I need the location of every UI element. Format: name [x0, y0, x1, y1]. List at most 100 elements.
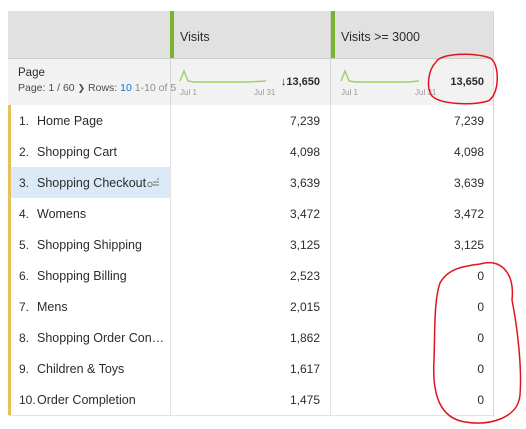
table-row[interactable]: 5. Shopping Shipping 3,125 3,125 [8, 229, 494, 261]
row-accent-bar [8, 291, 11, 322]
sparkline-start-label: Jul 1 [180, 88, 197, 97]
row-index: 5. [19, 238, 30, 252]
row-item-name[interactable]: Womens [37, 207, 87, 221]
row-item-name[interactable]: Shopping Checkout [37, 176, 147, 190]
sparkline [179, 69, 266, 83]
visits-segment-cell: 0 [331, 353, 494, 384]
row-item-name[interactable]: Home Page [37, 114, 104, 128]
cell-value: 3,639 [289, 176, 320, 190]
sparkline-end-label: Jul 31 [415, 88, 437, 97]
visits-segment-summary-cell: Jul 1 Jul 31 13,650 [331, 59, 494, 105]
row-item-name[interactable]: Children & Toys [37, 362, 125, 376]
cell-value: 4,098 [289, 145, 320, 159]
row-index: 7. [19, 300, 30, 314]
table-row[interactable]: 10. Order Completion 1,475 0 [8, 384, 494, 416]
row-item-name[interactable]: Shopping Order Con… [37, 331, 165, 345]
rows-per-page-select[interactable]: 10 [120, 82, 132, 94]
range-text: 1-10 of 5 [134, 82, 177, 94]
metric-header-visits-segment[interactable]: Visits >= 3000 [331, 11, 494, 58]
cell-value: 0 [477, 331, 484, 345]
metric-total: ↓13,650 [280, 76, 320, 88]
dimension-summary-cell: Page Page: 1 / 60 ❯ Rows: 10 1-10 of 5 [8, 59, 176, 105]
visits-cell: 2,523 [170, 260, 331, 291]
row-dimension-cell[interactable]: 9. Children & Toys [8, 353, 171, 384]
row-dimension-cell[interactable]: 3. Shopping Checkout [8, 167, 171, 198]
visits-cell: 1,475 [170, 384, 331, 415]
row-dimension-cell[interactable]: 7. Mens [8, 291, 171, 322]
table-row[interactable]: 2. Shopping Cart 4,098 4,098 [8, 136, 494, 168]
row-accent-bar [8, 260, 11, 291]
metric-color-bar [170, 11, 174, 58]
table-row[interactable]: 1. Home Page 7,239 7,239 [8, 105, 494, 137]
row-dimension-cell[interactable]: 4. Womens [8, 198, 171, 229]
visits-cell: 2,015 [170, 291, 331, 322]
row-dimension-cell[interactable]: 8. Shopping Order Con… [8, 322, 171, 353]
row-index: 6. [19, 269, 30, 283]
table-row[interactable]: 9. Children & Toys 1,617 0 [8, 353, 494, 385]
metric-header-label: Visits [180, 30, 210, 44]
row-item-name[interactable]: Shopping Shipping [37, 238, 142, 252]
cell-value: 0 [477, 300, 484, 314]
cell-value: 0 [477, 269, 484, 283]
row-item-name[interactable]: Shopping Billing [37, 269, 127, 283]
metric-header-label: Visits >= 3000 [341, 30, 420, 44]
table-row[interactable]: 8. Shopping Order Con… 1,862 0 [8, 322, 494, 354]
row-dimension-cell[interactable]: 2. Shopping Cart [8, 136, 171, 167]
visits-segment-cell: 3,472 [331, 198, 494, 229]
table-row[interactable]: 4. Womens 3,472 3,472 [8, 198, 494, 230]
table-row[interactable]: 7. Mens 2,015 0 [8, 291, 494, 323]
visits-cell: 3,125 [170, 229, 331, 260]
row-dimension-cell[interactable]: 1. Home Page [8, 105, 171, 136]
sparkline-start-label: Jul 1 [341, 88, 358, 97]
cell-value: 1,617 [289, 362, 320, 376]
visits-segment-cell: 0 [331, 291, 494, 322]
row-accent-bar [8, 167, 11, 198]
visits-cell: 1,862 [170, 322, 331, 353]
cell-value: 1,475 [289, 393, 320, 407]
cell-value: 2,523 [289, 269, 320, 283]
visits-segment-cell: 0 [331, 322, 494, 353]
freeform-table: Visits Visits >= 3000 Page Page: 1 / 60 … [8, 11, 494, 417]
row-accent-bar [8, 136, 11, 167]
dimension-header-cell[interactable] [8, 11, 171, 58]
rows-label: Rows: [88, 82, 118, 94]
row-index: 3. [19, 176, 30, 190]
visits-cell: 4,098 [170, 136, 331, 167]
chevron-right-icon[interactable]: ❯ [77, 83, 86, 93]
row-accent-bar [8, 105, 11, 136]
cell-value: 3,472 [289, 207, 320, 221]
row-index: 8. [19, 331, 30, 345]
row-dimension-cell[interactable]: 5. Shopping Shipping [8, 229, 171, 260]
cell-value: 3,472 [453, 207, 484, 221]
visits-segment-cell: 3,125 [331, 229, 494, 260]
breakdown-icon[interactable] [147, 178, 160, 188]
table-row[interactable]: 3. Shopping Checkout 3,639 3,639 [8, 167, 494, 199]
visits-cell: 3,639 [170, 167, 331, 198]
row-index: 2. [19, 145, 30, 159]
row-accent-bar [8, 198, 11, 229]
sort-descending-icon[interactable]: ↓ [280, 76, 287, 88]
row-accent-bar [8, 353, 11, 384]
pagination: Page: 1 / 60 ❯ Rows: 10 1-10 of 5 [18, 82, 176, 94]
cell-value: 0 [477, 362, 484, 376]
table-header: Visits Visits >= 3000 [8, 11, 494, 59]
cell-value: 0 [477, 393, 484, 407]
summary-row: Page Page: 1 / 60 ❯ Rows: 10 1-10 of 5 J… [8, 59, 494, 106]
cell-value: 1,862 [289, 331, 320, 345]
cell-value: 3,639 [453, 176, 484, 190]
sparkline [340, 69, 419, 83]
row-dimension-cell[interactable]: 6. Shopping Billing [8, 260, 171, 291]
metric-header-visits[interactable]: Visits [170, 11, 331, 58]
row-item-name[interactable]: Order Completion [37, 393, 136, 407]
visits-cell: 3,472 [170, 198, 331, 229]
row-index: 4. [19, 207, 30, 221]
cell-value: 7,239 [289, 114, 320, 128]
cell-value: 7,239 [453, 114, 484, 128]
visits-segment-cell: 7,239 [331, 105, 494, 136]
visits-segment-cell: 3,639 [331, 167, 494, 198]
row-item-name[interactable]: Mens [37, 300, 68, 314]
row-item-name[interactable]: Shopping Cart [37, 145, 117, 159]
row-dimension-cell[interactable]: 10. Order Completion [8, 384, 171, 415]
table-row[interactable]: 6. Shopping Billing 2,523 0 [8, 260, 494, 292]
sparkline-end-label: Jul 31 [254, 88, 276, 97]
